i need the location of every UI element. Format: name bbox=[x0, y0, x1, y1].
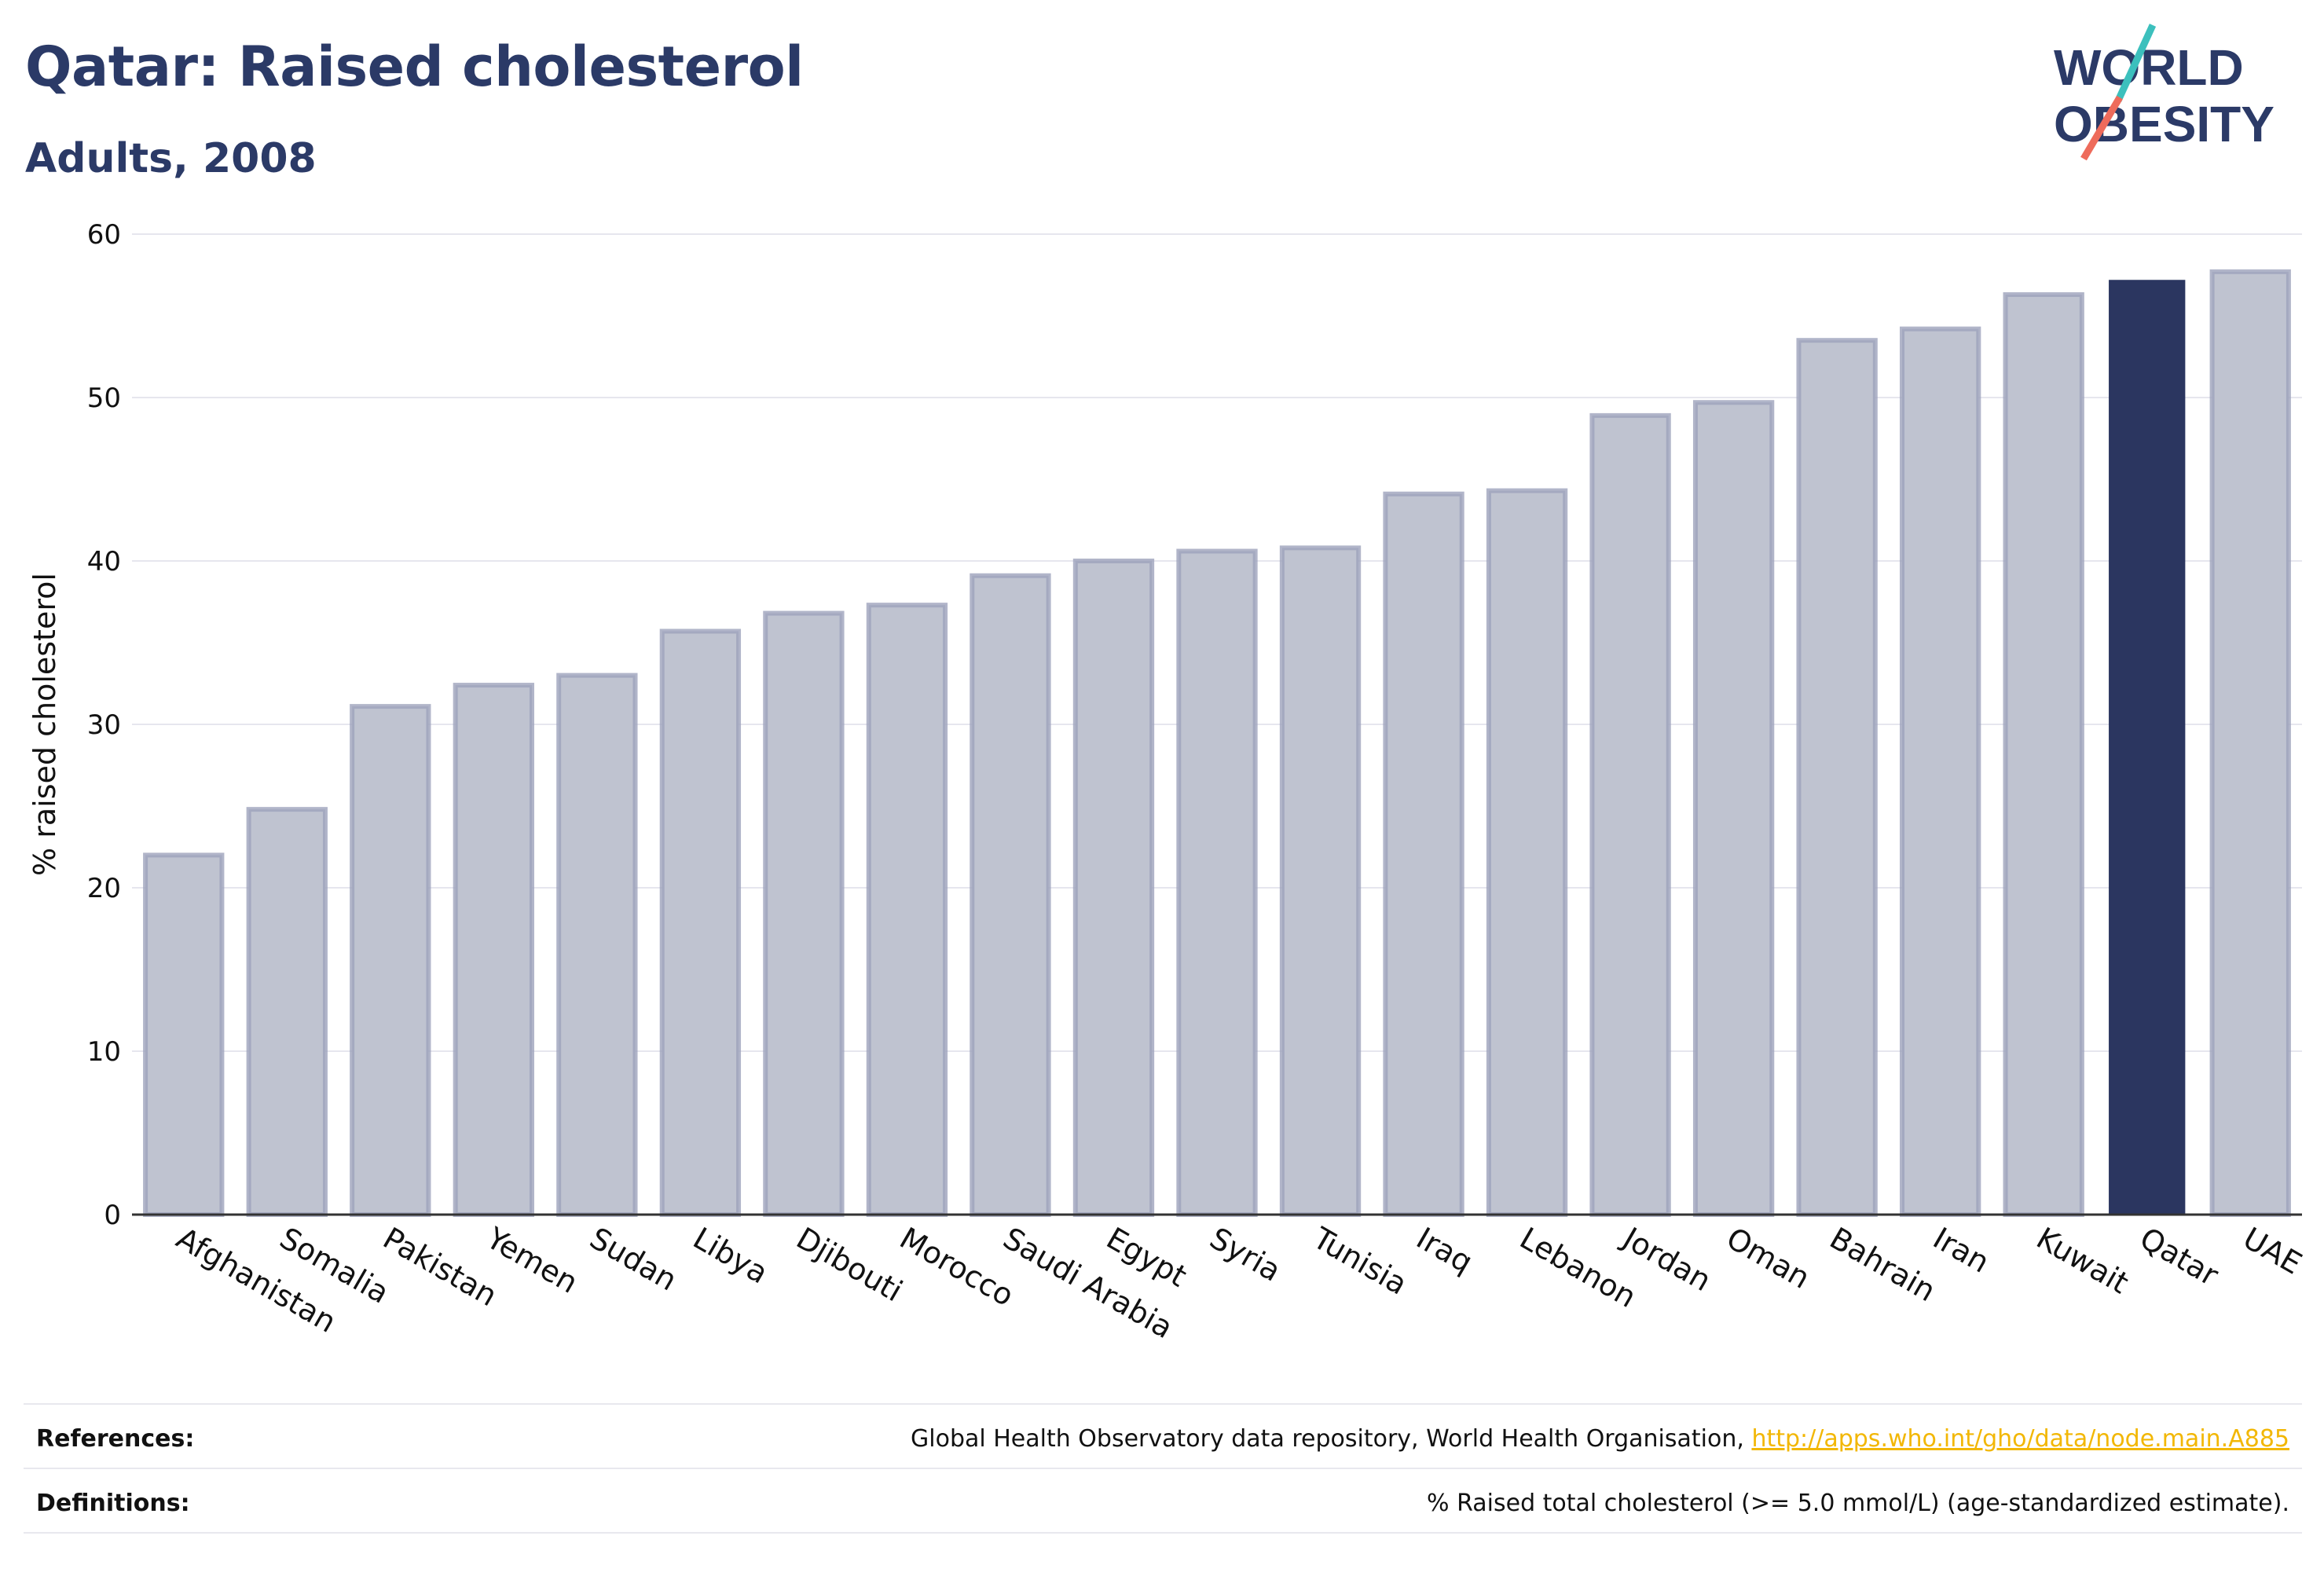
x-tick-label: Sudan bbox=[584, 1221, 683, 1298]
bar-morocco bbox=[866, 603, 948, 1217]
y-tick-label: 30 bbox=[87, 709, 121, 741]
bar-lebanon bbox=[1486, 488, 1568, 1217]
y-tick-label: 0 bbox=[104, 1200, 121, 1231]
x-tick-label: Morocco bbox=[894, 1221, 1020, 1314]
x-tick-label: Djibouti bbox=[790, 1221, 908, 1309]
bar-uae bbox=[2209, 269, 2291, 1218]
logo-line-1: WORLD bbox=[2054, 39, 2244, 96]
logo-slash-teal bbox=[2114, 24, 2157, 102]
definitions-value: % Raised total cholesterol (>= 5.0 mmol/… bbox=[1427, 1490, 2289, 1517]
references-row: References: Global Health Observatory da… bbox=[24, 1403, 2302, 1468]
bar-bahrain bbox=[1796, 338, 1878, 1218]
x-tick-label: Syria bbox=[1204, 1221, 1287, 1288]
bar-kuwait bbox=[2003, 291, 2084, 1218]
chart-subtitle: Adults, 2008 bbox=[25, 135, 317, 182]
chart-title: Qatar: Raised cholesterol bbox=[25, 35, 804, 99]
x-tick-label: Libya bbox=[687, 1221, 774, 1291]
x-tick-label: Pakistan bbox=[377, 1221, 503, 1314]
bar-tunisia bbox=[1279, 545, 1362, 1217]
x-tick-label: Kuwait bbox=[2031, 1221, 2135, 1301]
y-tick-label: 10 bbox=[87, 1036, 121, 1068]
bar-qatar bbox=[2109, 280, 2186, 1215]
bar-egypt bbox=[1072, 559, 1155, 1217]
y-tick-label: 60 bbox=[87, 219, 121, 251]
y-tick-label: 50 bbox=[87, 383, 121, 414]
x-tick-label: Lebanon bbox=[1514, 1221, 1642, 1314]
x-tick-label: Qatar bbox=[2134, 1221, 2224, 1293]
x-tick-label: Iran bbox=[1927, 1221, 1995, 1280]
world-obesity-logo: WORLD OBESITY bbox=[2054, 24, 2275, 161]
x-tick-label: Bahrain bbox=[1824, 1221, 1941, 1309]
bar-libya bbox=[659, 629, 742, 1217]
y-tick-label: 40 bbox=[87, 546, 121, 577]
bar-iraq bbox=[1383, 491, 1464, 1217]
bar-somalia bbox=[246, 807, 328, 1218]
references-label: References: bbox=[36, 1425, 195, 1453]
definitions-row: Definitions: % Raised total cholesterol … bbox=[24, 1468, 2302, 1534]
logo-slash-coral bbox=[2080, 95, 2123, 161]
bar-sudan bbox=[556, 673, 638, 1217]
bar-oman bbox=[1692, 400, 1775, 1217]
y-tick-label: 20 bbox=[87, 873, 121, 904]
bar-djibouti bbox=[763, 610, 845, 1217]
x-tick-label: Iraq bbox=[1411, 1221, 1479, 1280]
x-tick-label: Oman bbox=[1721, 1221, 1816, 1296]
x-tick-label: Tunisia bbox=[1307, 1220, 1413, 1302]
references-text: Global Health Observatory data repositor… bbox=[911, 1425, 1752, 1453]
x-tick-label: UAE bbox=[2238, 1221, 2308, 1281]
bar-jordan bbox=[1589, 412, 1671, 1217]
bar-pakistan bbox=[350, 704, 431, 1217]
bar-syria bbox=[1176, 548, 1258, 1217]
bar-iran bbox=[1900, 326, 1981, 1217]
references-link[interactable]: http://apps.who.int/gho/data/node.main.A… bbox=[1751, 1425, 2289, 1453]
y-axis-title: % raised cholesterol bbox=[27, 573, 62, 876]
bar-saudi-arabia bbox=[970, 573, 1051, 1217]
bar-yemen bbox=[453, 683, 534, 1217]
references-value: Global Health Observatory data repositor… bbox=[911, 1425, 2289, 1453]
definitions-label: Definitions: bbox=[36, 1490, 190, 1517]
bar-afghanistan bbox=[143, 852, 225, 1218]
